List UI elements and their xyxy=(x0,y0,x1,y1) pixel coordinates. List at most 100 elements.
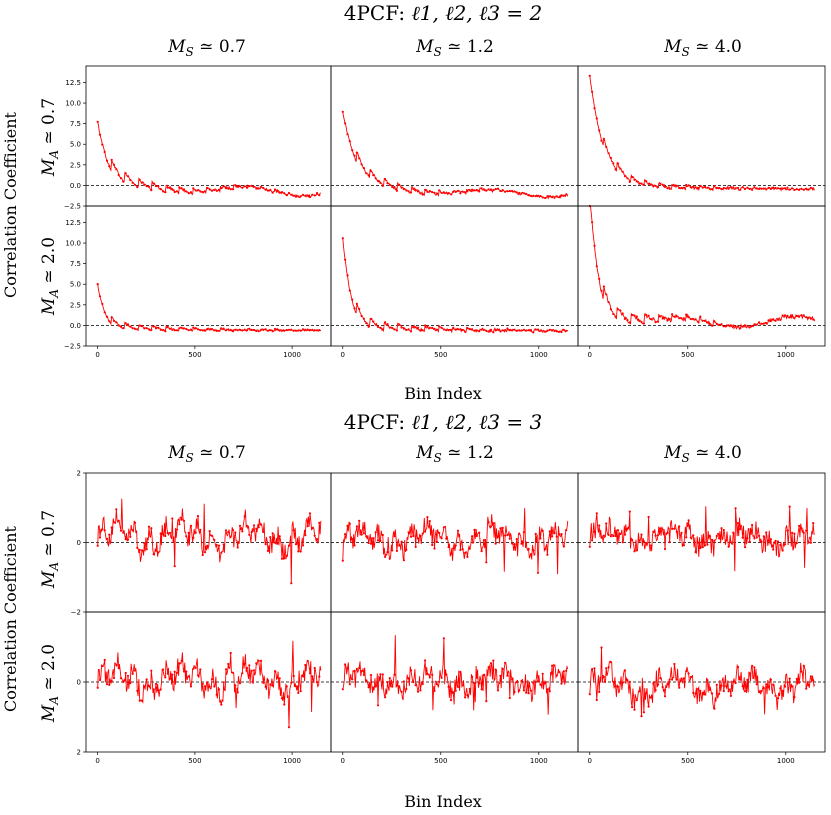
data-point xyxy=(478,190,481,193)
data-point xyxy=(344,533,347,536)
data-point xyxy=(791,314,794,317)
data-point xyxy=(152,553,155,556)
data-point xyxy=(795,188,798,191)
data-point xyxy=(241,186,244,189)
data-point xyxy=(252,185,256,188)
data-point xyxy=(435,683,438,686)
data-point xyxy=(150,328,153,331)
data-point xyxy=(231,188,235,191)
data-point xyxy=(386,182,389,185)
data-point xyxy=(760,540,763,543)
data-point xyxy=(405,687,408,691)
data-point xyxy=(809,541,813,544)
data-point xyxy=(525,541,528,544)
data-point xyxy=(376,704,380,707)
data-point xyxy=(108,165,111,168)
data-point xyxy=(812,187,815,190)
data-point xyxy=(454,190,457,193)
data-point xyxy=(510,542,514,545)
data-point xyxy=(154,327,158,330)
data-point xyxy=(341,237,344,240)
data-point xyxy=(536,194,540,197)
data-point xyxy=(649,696,653,699)
data-point xyxy=(112,676,116,680)
data-point xyxy=(555,674,558,677)
data-point xyxy=(185,670,188,673)
data-point xyxy=(555,535,558,538)
data-point xyxy=(105,159,109,162)
data-point xyxy=(562,670,566,673)
data-point xyxy=(504,329,507,332)
data-point xyxy=(297,195,300,198)
data-point xyxy=(595,512,598,515)
data-point xyxy=(767,685,770,688)
data-point xyxy=(485,561,488,564)
data-point xyxy=(407,531,410,534)
data-point xyxy=(555,195,558,198)
data-point xyxy=(652,185,655,188)
data-point xyxy=(534,328,537,331)
data-point xyxy=(301,544,305,547)
data-point xyxy=(189,524,193,528)
data-point xyxy=(558,330,561,333)
data-point xyxy=(741,536,744,539)
data-point xyxy=(259,328,263,331)
data-point xyxy=(753,537,756,540)
data-point xyxy=(779,687,782,690)
data-point xyxy=(781,314,784,317)
panel-frame xyxy=(577,611,826,753)
data-point xyxy=(748,672,751,675)
data-point xyxy=(612,162,615,165)
data-point xyxy=(271,191,274,194)
data-point xyxy=(689,186,693,189)
data-point xyxy=(788,505,791,508)
data-point xyxy=(480,688,483,691)
data-point xyxy=(199,329,202,332)
data-point xyxy=(734,681,737,685)
data-point xyxy=(680,531,683,535)
data-point xyxy=(492,659,495,662)
data-point xyxy=(743,546,747,549)
data-point xyxy=(652,530,655,533)
data-point xyxy=(105,315,109,318)
data-point xyxy=(187,329,190,332)
data-point xyxy=(292,529,295,532)
data-point xyxy=(675,184,678,187)
data-point xyxy=(741,186,744,189)
data-point xyxy=(318,521,321,525)
data-point xyxy=(560,330,563,334)
data-point xyxy=(400,690,403,693)
data-point xyxy=(725,539,728,542)
data-point xyxy=(725,325,728,328)
col-label-2: MS ≃ 1.2 xyxy=(415,37,494,59)
data-point xyxy=(746,186,749,189)
data-point xyxy=(593,667,596,670)
data-point xyxy=(367,541,370,545)
data-point xyxy=(802,664,805,668)
data-point xyxy=(171,328,174,331)
data-point xyxy=(236,691,239,694)
data-point xyxy=(628,680,631,684)
data-point xyxy=(159,688,162,691)
data-point xyxy=(588,545,591,548)
data-point xyxy=(802,188,805,191)
y-tick-label: 7.5 xyxy=(70,260,81,268)
data-point xyxy=(273,541,277,544)
data-point xyxy=(119,325,123,328)
data-point xyxy=(252,524,256,527)
data-point xyxy=(452,547,455,550)
data-point xyxy=(416,190,420,193)
data-point xyxy=(145,548,148,551)
data-point xyxy=(187,675,190,678)
data-point xyxy=(663,695,667,698)
data-point xyxy=(299,550,302,553)
data-point xyxy=(419,534,422,537)
data-point xyxy=(647,314,650,317)
data-point xyxy=(626,319,629,322)
data-point xyxy=(395,189,398,192)
data-point xyxy=(805,316,808,319)
data-point xyxy=(257,659,260,662)
col-label-1: MS ≃ 0.7 xyxy=(167,37,246,59)
data-point xyxy=(758,534,761,538)
data-point xyxy=(278,329,281,332)
